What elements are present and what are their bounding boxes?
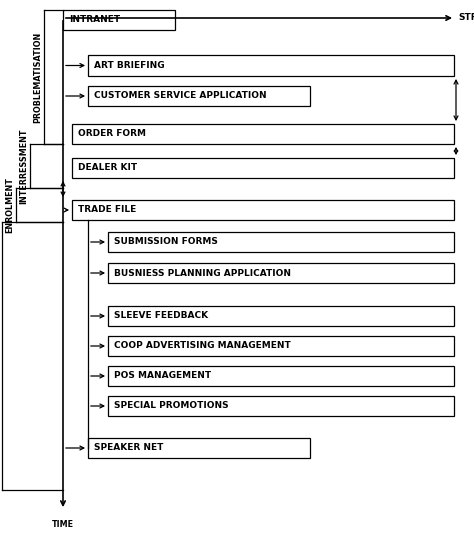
Bar <box>88 86 310 106</box>
Bar <box>108 366 454 386</box>
Text: TIME: TIME <box>52 520 74 529</box>
Text: COOP ADVERTISING MANAGEMENT: COOP ADVERTISING MANAGEMENT <box>114 341 291 351</box>
Bar <box>63 10 175 30</box>
Text: PROBLEMATISATION: PROBLEMATISATION <box>34 31 43 122</box>
Text: SUBMISSION FORMS: SUBMISSION FORMS <box>114 237 218 247</box>
Bar <box>72 158 454 178</box>
Text: INTRANET: INTRANET <box>69 16 120 24</box>
Text: BUSNIESS PLANNING APPLICATION: BUSNIESS PLANNING APPLICATION <box>114 268 291 278</box>
Bar <box>108 336 454 356</box>
Text: CUSTOMER SERVICE APPLICATION: CUSTOMER SERVICE APPLICATION <box>94 92 266 100</box>
Text: DEALER KIT: DEALER KIT <box>78 164 137 172</box>
Bar <box>108 396 454 416</box>
Text: ORDER FORM: ORDER FORM <box>78 130 146 139</box>
Text: TRADE FILE: TRADE FILE <box>78 205 136 215</box>
Text: INTERRESSMENT: INTERRESSMENT <box>19 128 28 204</box>
Text: SPECIAL PROMOTIONS: SPECIAL PROMOTIONS <box>114 402 228 410</box>
Text: ENROLMENT: ENROLMENT <box>6 177 15 233</box>
Bar <box>88 55 454 76</box>
Text: ART BRIEFING: ART BRIEFING <box>94 61 164 70</box>
Text: POS MANAGEMENT: POS MANAGEMENT <box>114 371 211 380</box>
Text: SLEEVE FEEDBACK: SLEEVE FEEDBACK <box>114 312 208 320</box>
Text: SPEAKER NET: SPEAKER NET <box>94 443 164 453</box>
Bar <box>72 200 454 220</box>
Bar <box>108 263 454 283</box>
Bar <box>108 306 454 326</box>
Bar <box>108 232 454 252</box>
Bar <box>88 438 310 458</box>
Text: STRENGTH: STRENGTH <box>458 14 474 23</box>
Bar <box>72 124 454 144</box>
